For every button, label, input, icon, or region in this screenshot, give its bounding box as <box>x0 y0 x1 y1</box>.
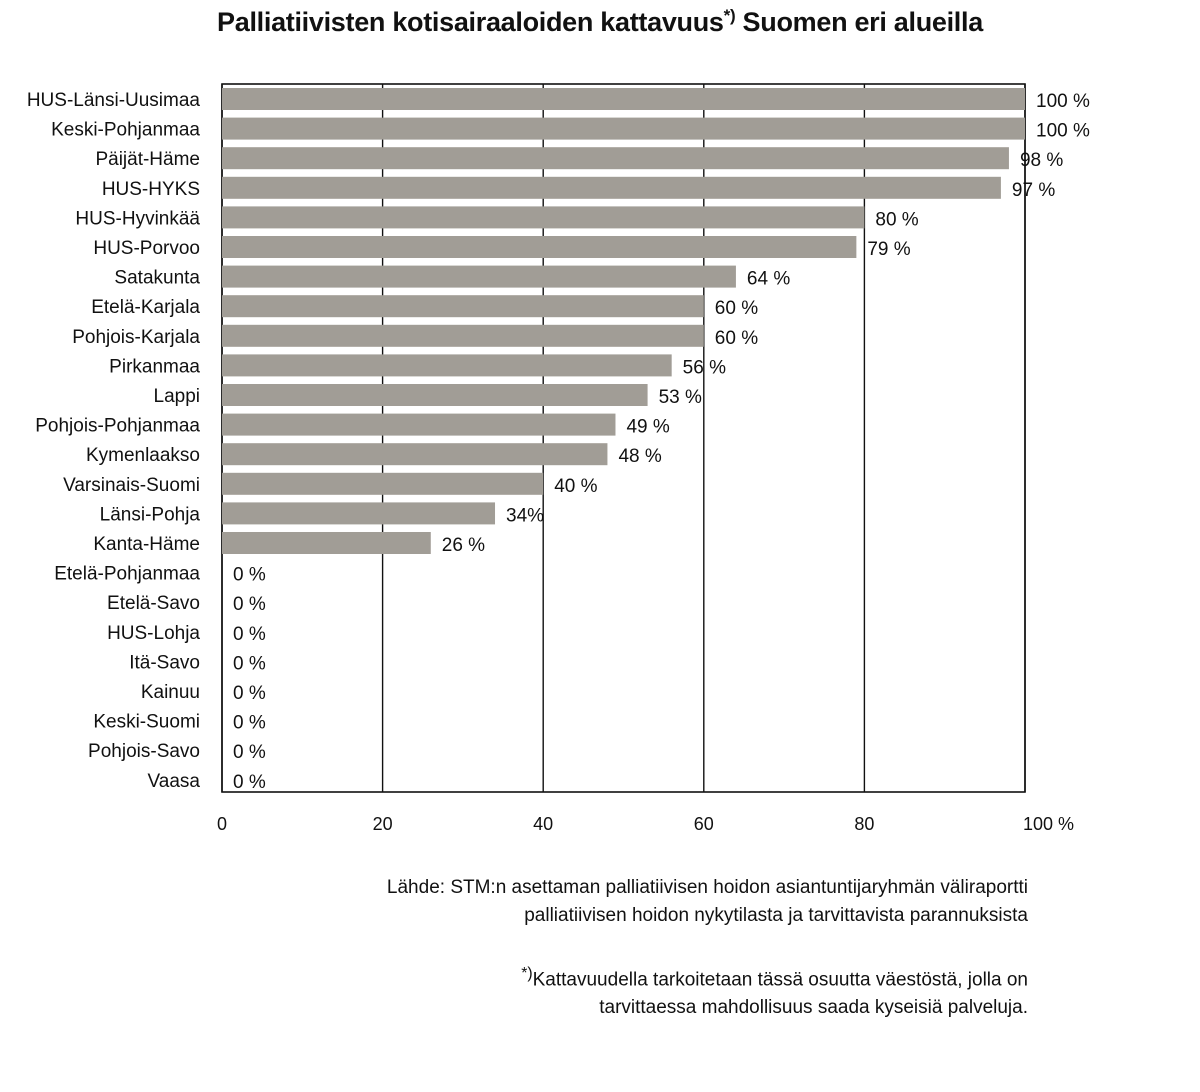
source-line-1: Lähde: STM:n asettaman palliatiivisen ho… <box>386 877 1028 898</box>
category-label: Lappi <box>154 386 201 407</box>
value-label: 48 % <box>618 446 661 467</box>
footnote-line-1: *)Kattavuudella tarkoitetaan tässä osuut… <box>521 965 1028 991</box>
category-label: Pohjois-Karjala <box>72 327 200 348</box>
value-label: 98 % <box>1020 150 1063 171</box>
category-label: Keski-Pohjanmaa <box>51 120 200 141</box>
category-label: Kainuu <box>141 682 200 703</box>
category-label: Etelä-Pohjanmaa <box>54 564 200 585</box>
value-label: 100 % <box>1036 91 1090 112</box>
bar <box>222 443 608 466</box>
category-label: Keski-Suomi <box>93 712 200 733</box>
value-label: 0 % <box>233 772 266 793</box>
bar <box>222 88 1025 110</box>
category-label: Pohjois-Savo <box>88 741 200 762</box>
bar <box>222 176 1001 199</box>
value-label: 26 % <box>442 535 485 556</box>
value-label: 40 % <box>554 476 597 497</box>
x-tick-label: 40 <box>533 814 553 834</box>
value-label: 0 % <box>233 683 266 704</box>
value-label: 79 % <box>867 239 910 260</box>
plot-frame <box>221 83 1026 793</box>
value-label: 60 % <box>715 328 758 349</box>
value-label: 56 % <box>683 357 726 378</box>
x-tick-label: 80 <box>854 814 874 834</box>
category-label: HUS-Porvoo <box>93 238 200 259</box>
bar <box>222 117 1025 140</box>
category-label: Itä-Savo <box>129 652 200 673</box>
footnote-line-2: tarvittaessa mahdollisuus saada kyseisiä… <box>599 997 1028 1019</box>
category-label: Kanta-Häme <box>93 534 200 555</box>
category-label: Etelä-Savo <box>107 593 200 614</box>
value-label: 64 % <box>747 269 790 290</box>
bar <box>222 532 431 554</box>
x-tick-label: 20 <box>373 814 393 834</box>
category-label: Länsi-Pohja <box>100 504 201 525</box>
bar <box>222 354 672 377</box>
value-label: 0 % <box>233 624 266 645</box>
x-tick-label: 60 <box>694 814 714 834</box>
value-label: 34% <box>506 505 544 526</box>
category-label: Pirkanmaa <box>109 356 200 377</box>
bar <box>222 502 496 525</box>
value-label: 0 % <box>233 565 266 586</box>
bar <box>222 384 648 406</box>
source-line-2: palliatiivisen hoidon nykytilasta ja tar… <box>524 905 1028 926</box>
value-label: 49 % <box>626 417 669 438</box>
bar <box>222 324 704 347</box>
value-label: 53 % <box>659 387 702 408</box>
category-label: Etelä-Karjala <box>91 297 200 318</box>
value-label: 0 % <box>233 594 266 615</box>
category-label: Satakunta <box>114 268 200 289</box>
value-label: 0 % <box>233 742 266 763</box>
category-label: Kymenlaakso <box>86 445 200 466</box>
category-label: HUS-Länsi-Uusimaa <box>27 90 201 111</box>
category-label: Pohjois-Pohjanmaa <box>35 416 200 437</box>
value-label: 97 % <box>1012 180 1055 201</box>
bar <box>222 472 544 495</box>
value-label: 60 % <box>715 298 758 319</box>
x-tick-label: 100 % <box>1023 814 1074 834</box>
value-label: 0 % <box>233 713 266 734</box>
chart-title: Palliatiivisten kotisairaaloiden kattavu… <box>217 6 983 37</box>
category-label: Päijät-Häme <box>95 149 200 170</box>
value-label: 0 % <box>233 653 266 674</box>
bar-chart: 0 20 40 60 80 100 % HUS-Länsi-Uusimaa 100 % Kesk… <box>27 83 1090 834</box>
category-label: HUS-Hyvinkää <box>75 208 200 229</box>
category-label: HUS-Lohja <box>107 623 200 644</box>
bar <box>222 147 1009 170</box>
footnote: *)Kattavuudella tarkoitetaan tässä osuut… <box>521 960 1028 1022</box>
category-label: Vaasa <box>148 771 201 792</box>
bar <box>222 206 865 229</box>
value-label: 80 % <box>875 209 918 230</box>
bar <box>222 265 736 288</box>
bar <box>222 413 616 436</box>
source-note: Lähde: STM:n asettaman palliatiivisen ho… <box>387 874 1028 930</box>
value-label: 100 % <box>1036 121 1090 142</box>
category-label: HUS-HYKS <box>102 179 200 200</box>
category-label: Varsinais-Suomi <box>63 475 200 496</box>
bar <box>222 236 857 258</box>
x-tick-label: 0 <box>217 814 227 834</box>
bar <box>222 295 704 318</box>
